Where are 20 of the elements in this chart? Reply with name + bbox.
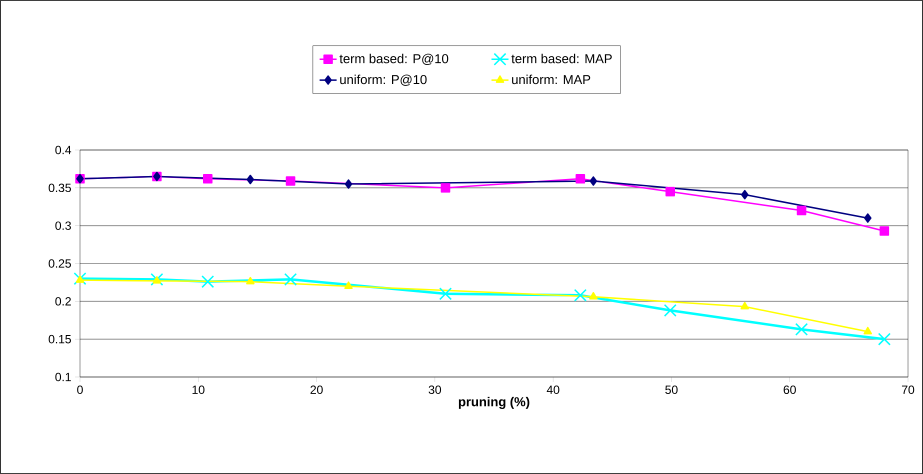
x-tick-label: 30 (428, 386, 442, 394)
y-tick-label: 0.2 (55, 297, 71, 306)
x-tick-label: 60 (784, 386, 796, 394)
y-tick-label: 0.25 (48, 259, 71, 268)
x-tick-label: 0 (77, 386, 83, 394)
y-tick-label: 0.4 (55, 146, 72, 154)
legend-label: term based: MAP (511, 54, 612, 64)
x-tick-label: 50 (665, 386, 678, 394)
legend-label: uniform: P@10 (340, 74, 427, 86)
x-tick-label: 40 (546, 386, 560, 394)
y-tick-label: 0.35 (48, 184, 71, 192)
y-tick-label: 0.3 (55, 221, 71, 230)
x-tick-label: 10 (192, 386, 204, 394)
legend-label: uniform: MAP (512, 74, 590, 84)
x-tick-label: 70 (902, 386, 914, 394)
x-tick-label: 20 (310, 386, 323, 394)
y-tick-label: 0.1 (55, 372, 71, 382)
y-tick-label: 0.15 (48, 334, 71, 344)
legend-label: term based: P@10 (340, 54, 448, 65)
x-axis-title: pruning (%) (458, 396, 530, 409)
